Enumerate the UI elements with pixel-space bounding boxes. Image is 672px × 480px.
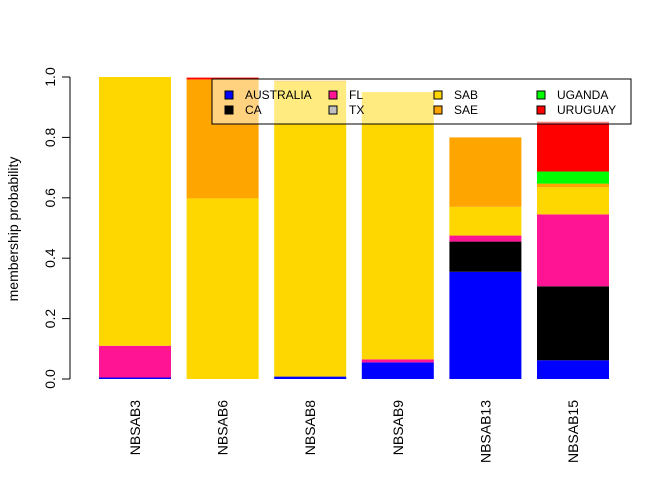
bar-segment-nbsab15-uruguay: [537, 121, 609, 172]
x-tick-label: NBSAB6: [215, 400, 231, 455]
x-tick-label: NBSAB13: [477, 400, 493, 463]
legend-swatch-australia: [224, 90, 234, 100]
legend-label-tx: TX: [349, 103, 364, 117]
x-tick-label: NBSAB8: [302, 400, 318, 455]
legend-label-australia: AUSTRALIA: [245, 88, 312, 102]
legend-label-sae: SAE: [454, 103, 478, 117]
legend-swatch-uruguay: [536, 105, 546, 115]
bar-segment-nbsab13-ca: [449, 241, 522, 272]
y-tick-label: 0.4: [42, 248, 58, 268]
bar-segment-nbsab3-australia: [99, 377, 171, 379]
bar-segment-nbsab6-sab: [186, 198, 259, 379]
bar-segment-nbsab15-sae: [537, 183, 609, 188]
bar-segment-nbsab13-fl: [449, 235, 522, 242]
legend-label-uruguay: URUGUAY: [557, 103, 616, 117]
legend-swatch-ca: [224, 105, 234, 115]
bar-segment-nbsab15-uganda: [537, 171, 609, 184]
bar-segment-nbsab15-sab: [537, 187, 609, 215]
y-axis-title: membership probability: [5, 157, 21, 302]
legend-box: [211, 78, 632, 125]
legend-label-uganda: UGANDA: [557, 88, 608, 102]
y-tick-label: 0.6: [42, 188, 58, 208]
bar-segment-nbsab13-sab: [449, 206, 522, 236]
y-tick-label: 0.8: [42, 127, 58, 147]
bar-segment-nbsab15-fl: [537, 214, 609, 287]
x-tick-label: NBSAB9: [390, 400, 406, 455]
legend-swatch-fl: [328, 90, 338, 100]
bar-segment-nbsab13-australia: [449, 271, 522, 379]
legend-swatch-uganda: [536, 90, 546, 100]
legend-swatch-tx: [328, 105, 338, 115]
x-tick-label: NBSAB15: [565, 400, 581, 463]
y-axis: 0.0 0.2 0.4 0.6 0.8 1.0: [42, 67, 71, 389]
legend-swatch-sae: [433, 105, 443, 115]
bar-segment-nbsab15-ca: [537, 286, 609, 361]
bar-segment-nbsab9-sab: [361, 92, 434, 360]
legend-label-ca: CA: [245, 103, 262, 117]
y-tick-label: 0.2: [42, 309, 58, 329]
bar-segment-nbsab8-sab: [274, 81, 347, 377]
y-tick-label: 0.0: [42, 369, 58, 389]
bar-segment-nbsab9-fl: [361, 359, 434, 363]
bar-segment-nbsab13-sae: [449, 137, 522, 207]
x-tick-label: NBSAB3: [127, 400, 143, 455]
x-axis-labels: NBSAB3 NBSAB6 NBSAB8 NBSAB9 NBSAB13 NBSAB15: [127, 400, 581, 463]
legend-label-sab: SAB: [454, 88, 478, 102]
legend-label-fl: FL: [349, 88, 363, 102]
bar-segment-nbsab3-sab: [99, 77, 171, 346]
bar-segment-nbsab8-australia: [274, 376, 347, 379]
legend-swatch-sab: [433, 90, 443, 100]
bar-segment-nbsab9-australia: [361, 362, 434, 379]
bar-segment-nbsab15-australia: [537, 360, 609, 379]
bar-segment-nbsab3-fl: [99, 345, 171, 378]
y-tick-label: 1.0: [42, 67, 58, 87]
